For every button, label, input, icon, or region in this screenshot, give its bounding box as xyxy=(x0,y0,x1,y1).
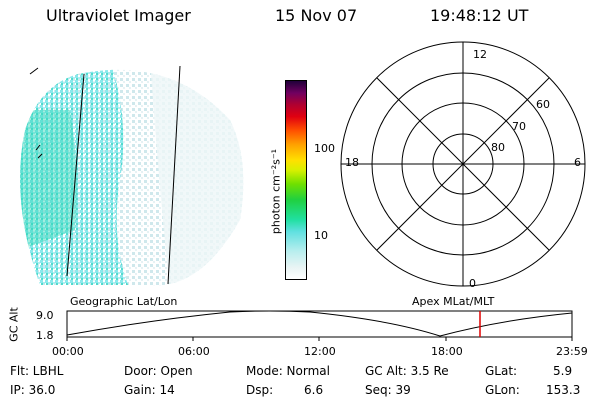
info-glat-value: 5.9 xyxy=(553,364,573,378)
y-tick-1-8: 1.8 xyxy=(36,329,54,342)
meridian-line-left xyxy=(66,73,85,277)
colorbar-tick-100: 100 xyxy=(314,142,335,155)
date-label: 15 Nov 07 xyxy=(275,6,358,25)
apex-title: Apex MLat/MLT xyxy=(412,295,495,308)
x-tick-1800: 18:00 xyxy=(431,345,463,358)
colorbar-tick-10: 10 xyxy=(314,229,328,242)
info-mode: Mode: Normal xyxy=(246,364,330,378)
uv-disk-image xyxy=(20,69,244,286)
polar-lat-70: 70 xyxy=(512,120,526,133)
time-label: 19:48:12 UT xyxy=(430,6,529,25)
info-dsp-label: Dsp: xyxy=(246,383,274,397)
limb-mark xyxy=(29,67,39,75)
limb-mark-2 xyxy=(35,144,43,159)
polar-label-6: 6 xyxy=(574,156,581,169)
info-seq: Seq: 39 xyxy=(365,383,411,397)
x-tick-1200: 12:00 xyxy=(304,345,336,358)
polar-lat-80: 80 xyxy=(491,141,505,154)
info-ip: IP: 36.0 xyxy=(10,383,56,397)
info-gc-alt: GC Alt: 3.5 Re xyxy=(365,364,449,378)
info-glon-label: GLon: xyxy=(485,383,520,397)
polar-label-12: 12 xyxy=(473,48,487,61)
colorbar xyxy=(285,80,307,280)
info-dsp-value: 6.6 xyxy=(304,383,324,397)
info-gain: Gain: 14 xyxy=(124,383,175,397)
geographic-title: Geographic Lat/Lon xyxy=(70,295,178,308)
info-glat-label: GLat: xyxy=(485,364,518,378)
meridian-line-right xyxy=(167,65,181,285)
app-title: Ultraviolet Imager xyxy=(46,6,191,25)
polar-plot xyxy=(340,41,586,287)
info-flt: Flt: LBHL xyxy=(10,364,64,378)
gc-alt-axis-label: GC Alt xyxy=(7,307,21,342)
colorbar-unit-label: photon cm⁻²s⁻¹ xyxy=(269,148,283,235)
timeline-plot xyxy=(66,310,573,341)
polar-label-0: 0 xyxy=(469,277,476,290)
info-glon-value: 153.3 xyxy=(546,383,581,397)
x-tick-0000: 00:00 xyxy=(52,345,84,358)
altitude-curve xyxy=(66,310,573,337)
info-door: Door: Open xyxy=(124,364,193,378)
x-tick-0600: 06:00 xyxy=(178,345,210,358)
polar-lat-60: 60 xyxy=(536,98,550,111)
x-tick-2359: 23:59 xyxy=(556,345,588,358)
polar-label-18: 18 xyxy=(345,156,359,169)
y-tick-9: 9.0 xyxy=(36,309,54,322)
